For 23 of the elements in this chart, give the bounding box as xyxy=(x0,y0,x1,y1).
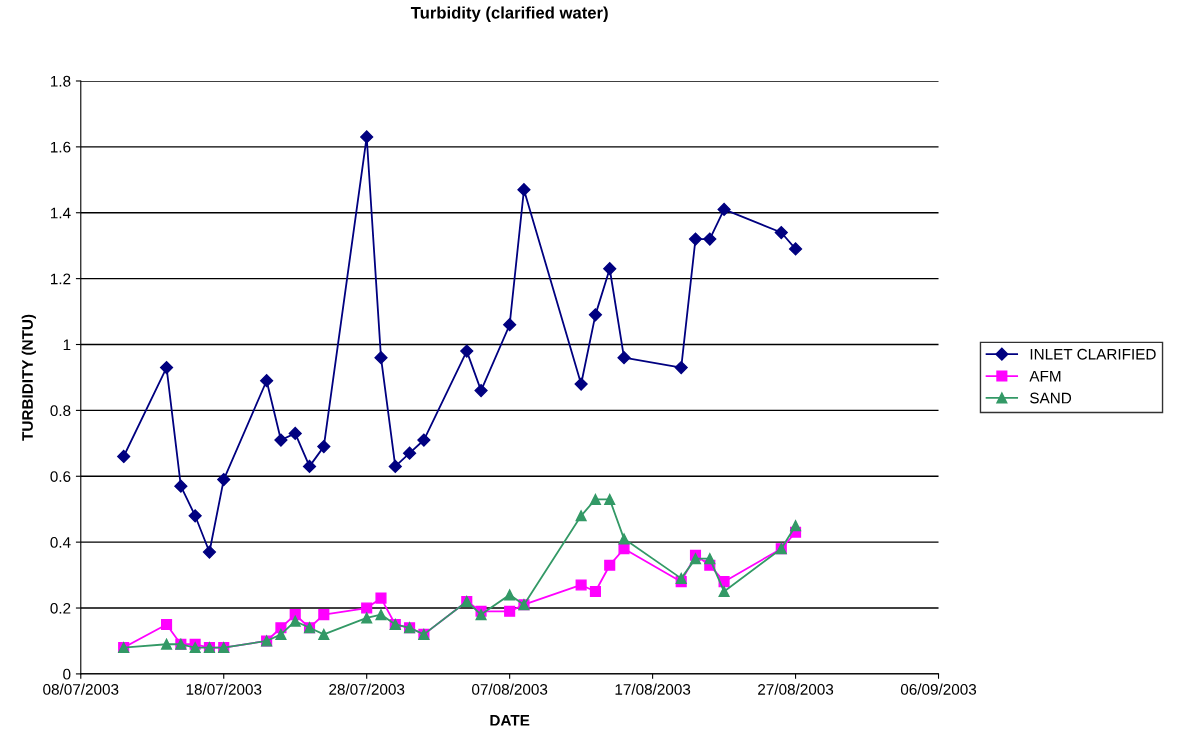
y-tick-label: 0.2 xyxy=(50,602,71,614)
y-axis-title: TURBIDITY (NTU) xyxy=(21,314,36,441)
y-tick-label: 0.6 xyxy=(50,471,71,482)
y-tick-label: 1.8 xyxy=(50,75,71,87)
x-tick-label: 18/07/2003 xyxy=(186,683,262,695)
x-axis-title: DATE xyxy=(490,715,530,726)
x-tick-label: 08/07/2003 xyxy=(43,683,119,695)
legend-label: SAND xyxy=(1030,392,1072,404)
x-tick-label: 27/08/2003 xyxy=(758,683,834,695)
y-tick-label: 0.4 xyxy=(50,537,71,548)
y-tick-label: 1.6 xyxy=(50,141,71,153)
x-tick-label: 17/08/2003 xyxy=(615,683,691,695)
y-tick-label: 1.2 xyxy=(50,273,71,285)
y-tick-label: 1 xyxy=(63,339,71,351)
chart-title: Turbidity (clarified water) xyxy=(410,6,608,22)
y-tick-label: 1.4 xyxy=(50,207,71,219)
legend-label: AFM xyxy=(1029,370,1061,382)
y-tick-label: 0.8 xyxy=(50,405,71,417)
y-tick-label: 0 xyxy=(63,668,71,680)
legend-label: INLET CLARIFIED xyxy=(1030,348,1156,360)
x-tick-label: 07/08/2003 xyxy=(472,683,548,695)
x-tick-label: 28/07/2003 xyxy=(329,683,405,695)
x-tick-label: 06/09/2003 xyxy=(900,683,977,695)
